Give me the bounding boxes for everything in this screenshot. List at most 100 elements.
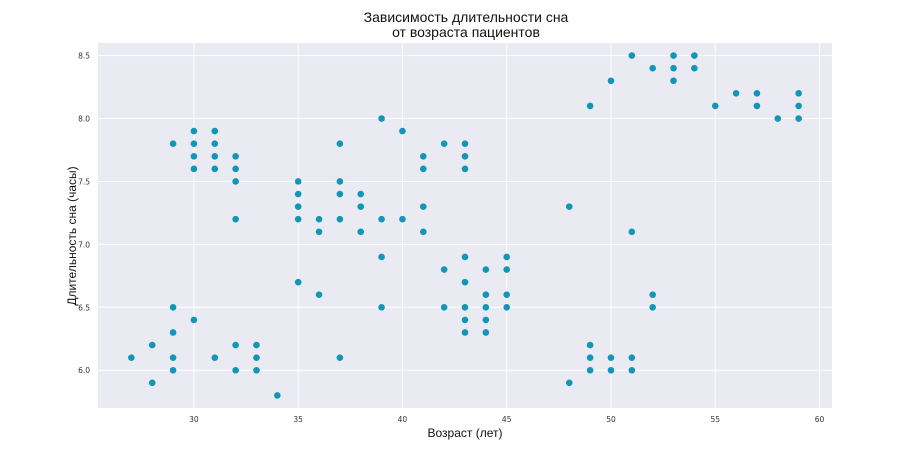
data-point xyxy=(315,291,323,299)
data-point xyxy=(732,90,740,97)
data-point xyxy=(232,178,239,185)
x-tick-label: 60 xyxy=(815,415,825,424)
data-point xyxy=(169,329,177,336)
data-point xyxy=(482,329,490,336)
data-point xyxy=(670,64,677,72)
data-point xyxy=(253,366,260,374)
data-point xyxy=(211,354,219,361)
data-point xyxy=(253,354,260,361)
data-point xyxy=(211,127,219,135)
y-tick-label: 6.0 xyxy=(78,366,90,375)
data-point xyxy=(232,152,239,160)
data-point xyxy=(378,253,385,261)
data-point xyxy=(399,215,406,223)
data-point xyxy=(357,203,365,210)
data-point xyxy=(607,354,615,361)
data-point xyxy=(795,102,802,110)
y-tick-label: 7.5 xyxy=(78,177,90,186)
data-point xyxy=(753,102,761,110)
data-point xyxy=(482,291,490,299)
chart-title-line-2: от возраста пациентов xyxy=(392,24,540,40)
data-point xyxy=(628,366,636,374)
data-point xyxy=(503,253,511,261)
data-point xyxy=(169,354,177,361)
data-point xyxy=(232,366,239,374)
data-point xyxy=(607,366,615,374)
chart-title-line-1: Зависимость длительности сна xyxy=(363,9,569,25)
data-point xyxy=(461,304,469,311)
data-point xyxy=(586,102,594,110)
data-point xyxy=(148,341,156,349)
data-point xyxy=(190,165,198,173)
data-point xyxy=(315,228,323,236)
data-point xyxy=(315,215,323,223)
data-point xyxy=(232,165,239,173)
data-point xyxy=(586,354,594,361)
data-point xyxy=(378,115,385,122)
data-point xyxy=(336,215,344,223)
y-tick-label: 7.0 xyxy=(78,240,90,249)
x-axis-label: Возраст (лет) xyxy=(427,426,503,440)
data-point xyxy=(753,90,761,97)
data-point xyxy=(482,316,490,324)
data-point xyxy=(586,341,594,349)
data-point xyxy=(440,266,448,273)
data-point xyxy=(399,127,406,135)
y-tick-label: 8.0 xyxy=(78,115,90,124)
data-point xyxy=(774,115,782,122)
data-point xyxy=(294,278,302,286)
data-point xyxy=(691,52,698,59)
grid-lines xyxy=(98,43,832,408)
data-point xyxy=(461,152,469,160)
data-point xyxy=(419,228,427,236)
data-point xyxy=(294,178,302,185)
data-point xyxy=(148,379,156,387)
data-point xyxy=(649,64,656,72)
data-point xyxy=(294,203,302,210)
data-point xyxy=(378,215,385,223)
data-point xyxy=(274,392,281,399)
data-point xyxy=(565,203,573,210)
data-point xyxy=(419,203,427,210)
data-point xyxy=(169,366,177,374)
data-point xyxy=(211,140,219,147)
x-tick-label: 50 xyxy=(606,415,616,424)
data-point xyxy=(461,140,469,147)
data-point xyxy=(482,266,490,273)
data-point xyxy=(607,77,615,85)
data-point xyxy=(670,52,677,59)
data-point xyxy=(628,354,636,361)
data-point xyxy=(586,366,594,374)
data-point xyxy=(357,228,365,236)
data-point xyxy=(711,102,719,110)
data-point xyxy=(169,304,177,311)
data-point xyxy=(649,304,656,311)
data-point xyxy=(461,278,469,286)
data-point xyxy=(461,329,469,336)
x-tick-label: 55 xyxy=(710,415,720,424)
x-tick-label: 35 xyxy=(293,415,303,424)
data-point xyxy=(503,304,511,311)
data-point xyxy=(503,291,511,299)
data-point xyxy=(670,77,677,85)
data-point xyxy=(232,215,239,223)
data-point xyxy=(482,304,490,311)
plot-area xyxy=(98,43,832,408)
x-tick-label: 30 xyxy=(189,415,199,424)
data-point xyxy=(565,379,573,387)
x-tick-label: 45 xyxy=(502,415,512,424)
data-point xyxy=(503,266,511,273)
data-point xyxy=(232,341,239,349)
x-tick-labels: 30 35 40 45 50 55 60 xyxy=(189,415,824,424)
data-point xyxy=(190,152,198,160)
data-point xyxy=(211,165,219,173)
data-point xyxy=(211,152,219,160)
data-point xyxy=(336,354,344,361)
data-point xyxy=(440,140,448,147)
data-point xyxy=(461,316,469,324)
chart-title: Зависимость длительности сна от возраста… xyxy=(0,10,900,40)
data-point xyxy=(190,316,198,324)
y-tick-label: 8.5 xyxy=(78,52,90,61)
data-point xyxy=(128,354,135,361)
data-point xyxy=(190,140,198,147)
